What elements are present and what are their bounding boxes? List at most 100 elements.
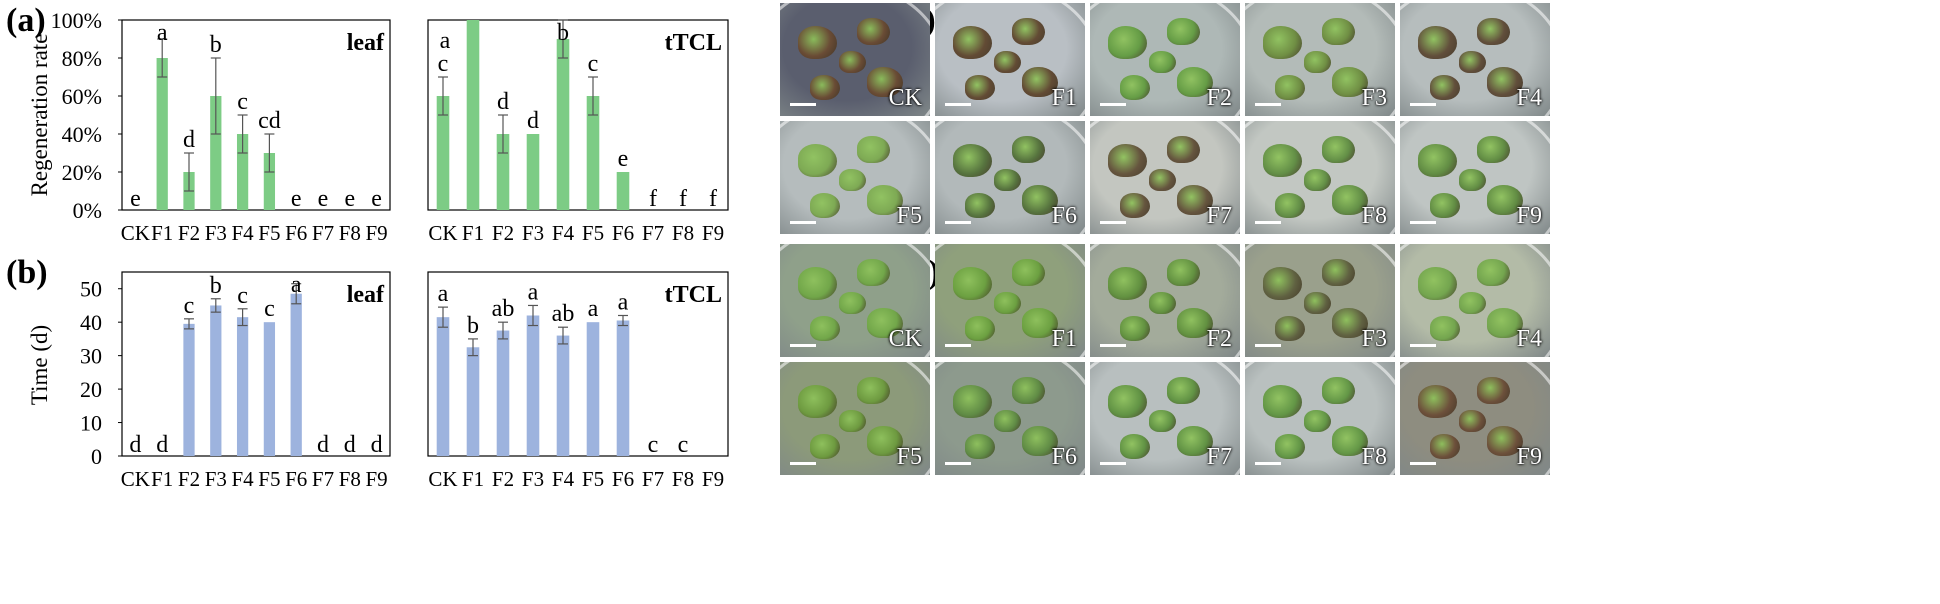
tissue-clump xyxy=(856,17,890,45)
tissue-clump xyxy=(1418,26,1457,59)
tissue-clump xyxy=(1303,291,1331,314)
significance-letter-a-ttcl-F6: e xyxy=(618,146,629,172)
tissue-clump xyxy=(1120,75,1150,101)
tissue-clump xyxy=(1177,308,1213,338)
photo-d-ck: CK xyxy=(780,244,930,357)
bar-charts: leaf Regeneration rate 0% 20% 40% 60% 80% 100% C… xyxy=(27,8,729,491)
photo-c-f2: F2 xyxy=(1090,3,1240,116)
bar-b-ttcl-CK xyxy=(436,317,450,456)
bar-b-leaf-F6 xyxy=(290,293,302,456)
y-tick-label-b-leaf-2: 20 xyxy=(80,377,102,402)
tissue-clump xyxy=(1108,385,1147,418)
bar-b-ttcl-F4 xyxy=(556,335,570,456)
tissue-clump xyxy=(1332,185,1368,215)
photo-label: F9 xyxy=(1516,203,1542,229)
tissue-clump xyxy=(1321,17,1355,45)
significance-letter-b-leaf-F7: d xyxy=(317,432,329,458)
tissue-clump xyxy=(1321,135,1355,163)
scale-bar xyxy=(945,103,971,106)
tissue-clump xyxy=(1275,193,1305,219)
bar-b-leaf-F2 xyxy=(183,323,195,456)
scale-bar xyxy=(1255,462,1281,465)
significance-letter-a-leaf-F8: e xyxy=(344,186,355,212)
tissue-clump xyxy=(1108,144,1147,177)
photo-d-f4: F4 xyxy=(1400,244,1550,357)
tissue-clump xyxy=(856,376,890,404)
tissue-clump xyxy=(1430,75,1460,101)
y-tick-label-b-leaf-0: 0 xyxy=(91,444,102,469)
significance-letter-a-leaf-F6: e xyxy=(291,186,302,212)
tissue-clump xyxy=(1022,185,1058,215)
photo-c-f5: F5 xyxy=(780,121,930,234)
significance-letter-a-ttcl-F3: d xyxy=(527,108,539,134)
x-tick-label-b-leaf-F4: F4 xyxy=(232,467,255,491)
tissue-clump xyxy=(1458,50,1486,73)
significance-letter-b-leaf-F1: d xyxy=(156,432,168,458)
scale-bar xyxy=(790,221,816,224)
photo-d-f1: F1 xyxy=(935,244,1085,357)
bar-b-ttcl-F3 xyxy=(526,315,540,456)
tissue-clump xyxy=(1148,50,1176,73)
tissue-clump xyxy=(1458,168,1486,191)
photo-label: F3 xyxy=(1361,85,1387,111)
scale-bar xyxy=(1100,221,1126,224)
x-tick-label-b-leaf-F6: F6 xyxy=(285,467,307,491)
photo-d-f6: F6 xyxy=(935,362,1085,475)
scale-bar xyxy=(1255,221,1281,224)
scale-bar xyxy=(945,221,971,224)
scale-bar xyxy=(1255,103,1281,106)
tissue-clump xyxy=(1332,426,1368,456)
tissue-clump xyxy=(1303,168,1331,191)
significance-letter-b-ttcl-F7: c xyxy=(648,432,659,458)
bar-b-ttcl-F2 xyxy=(496,330,510,456)
tissue-clump xyxy=(965,316,995,342)
significance-letter-b-ttcl-F8: c xyxy=(678,432,689,458)
tissue-clump xyxy=(1430,434,1460,460)
tissue-clump xyxy=(1022,67,1058,97)
significance-letter-b-ttcl-F2: ab xyxy=(492,296,515,322)
significance-letter-b-ttcl-F6: a xyxy=(618,289,629,315)
tissue-clump xyxy=(1332,308,1368,338)
x-tick-label-b-ttcl-F9: F9 xyxy=(702,467,724,491)
photo-label: F7 xyxy=(1206,203,1232,229)
photo-label: F1 xyxy=(1051,85,1077,111)
tissue-clump xyxy=(1430,316,1460,342)
chart-title-a-leaf: leaf xyxy=(347,30,385,56)
chart-title-a-ttcl: tTCL xyxy=(665,30,722,56)
tissue-clump xyxy=(1108,26,1147,59)
x-tick-label-a-ttcl-F5: F5 xyxy=(582,221,604,245)
x-tick-label-a-ttcl-F3: F3 xyxy=(522,221,544,245)
tissue-clump xyxy=(1148,409,1176,432)
significance-letter-a-leaf-F7: e xyxy=(318,186,329,212)
photo-label: F8 xyxy=(1361,444,1387,470)
tissue-clump xyxy=(1120,434,1150,460)
significance-letter-a-leaf-F3: b xyxy=(210,32,222,58)
panel-label-b: (b) xyxy=(6,254,48,291)
x-tick-label-b-leaf-F5: F5 xyxy=(258,467,280,491)
significance-letter-b-leaf-F3: b xyxy=(210,273,222,299)
photo-d-f8: F8 xyxy=(1245,362,1395,475)
tissue-clump xyxy=(856,135,890,163)
y-tick-label-b-leaf-3: 30 xyxy=(80,344,102,369)
significance-letter-b-leaf-F4: c xyxy=(237,283,248,309)
photo-label: F5 xyxy=(896,444,922,470)
scale-bar xyxy=(1100,103,1126,106)
significance-letter-a-leaf-CK: e xyxy=(130,186,141,212)
x-tick-label-a-leaf-F7: F7 xyxy=(312,221,334,245)
y-tick-label-a-leaf-3: 60% xyxy=(62,84,102,109)
photo-label: F9 xyxy=(1516,444,1542,470)
tissue-clump xyxy=(965,434,995,460)
significance-letter-a-ttcl-F7: f xyxy=(649,186,657,212)
chart-title-b-leaf: leaf xyxy=(347,282,385,308)
tissue-clump xyxy=(1022,426,1058,456)
tissue-clump xyxy=(1108,267,1147,300)
x-tick-label-b-leaf-F3: F3 xyxy=(205,467,227,491)
photo-label: F2 xyxy=(1206,85,1232,111)
x-tick-label-b-leaf-F9: F9 xyxy=(366,467,388,491)
tissue-clump xyxy=(867,67,903,97)
x-tick-label-b-leaf-F1: F1 xyxy=(151,467,173,491)
tissue-clump xyxy=(798,385,837,418)
tissue-clump xyxy=(810,434,840,460)
tissue-clump xyxy=(1303,50,1331,73)
tissue-clump xyxy=(1476,135,1510,163)
